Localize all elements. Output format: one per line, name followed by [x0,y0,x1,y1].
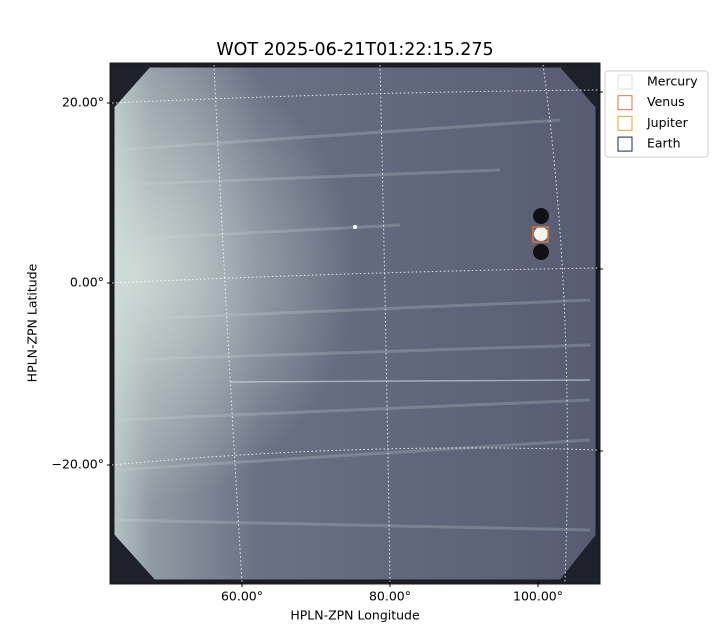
legend: Mercury Venus Jupiter Earth [604,70,709,158]
x-tick-label: 80.00° [369,589,411,604]
legend-marker [617,136,633,152]
x-tick-label: 100.00° [513,589,563,604]
legend-label: Venus [647,94,685,109]
legend-marker [617,74,633,90]
legend-marker [617,115,633,131]
y-tick-label: 0.00° [70,275,104,290]
y-axis-label: HPLN-ZPN Latitude [25,263,40,382]
coordinate-grid [111,64,599,583]
title: WOT 2025-06-21T01:22:15.275 [216,40,493,60]
image [109,62,601,585]
y-tick-label: −20.00° [51,457,104,472]
legend-label: Jupiter [646,115,689,130]
x-axis-label: HPLN-ZPN Longitude [290,608,420,623]
legend-marker [617,95,633,111]
x-tick-label: 60.00° [221,589,263,604]
legend-label: Mercury [647,74,698,89]
y-tick-label: 20.00° [62,95,104,110]
legend-label: Earth [647,136,681,151]
